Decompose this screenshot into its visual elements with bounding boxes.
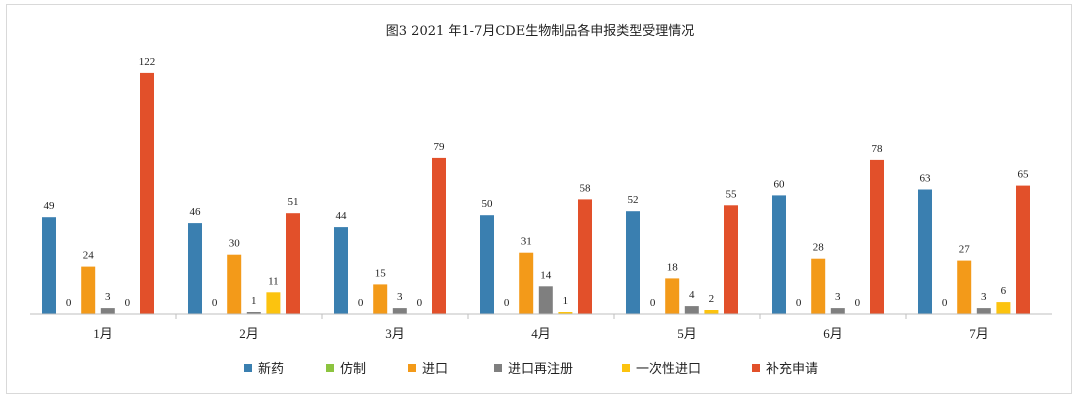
bar bbox=[704, 310, 719, 314]
legend-label: 仿制 bbox=[340, 362, 366, 377]
data-label: 0 bbox=[212, 297, 218, 309]
bar bbox=[266, 292, 281, 314]
bar bbox=[373, 284, 388, 314]
data-label: 3 bbox=[105, 291, 111, 303]
data-label: 0 bbox=[66, 297, 72, 309]
data-label: 2 bbox=[709, 293, 715, 305]
data-label: 30 bbox=[229, 238, 241, 250]
data-label: 3 bbox=[835, 291, 841, 303]
bar bbox=[724, 205, 738, 314]
bar bbox=[538, 286, 553, 314]
data-label: 15 bbox=[375, 267, 387, 279]
data-label: 122 bbox=[139, 56, 156, 68]
x-tick-label: 7月 bbox=[969, 326, 989, 341]
x-axis-ticks: 1月 2月 3月 4月 5月 6月 7月 bbox=[93, 314, 989, 341]
legend-label: 补充申请 bbox=[766, 361, 818, 377]
bar bbox=[665, 278, 680, 314]
bar bbox=[772, 195, 786, 314]
x-tick-label: 2月 bbox=[239, 326, 259, 341]
bar bbox=[684, 306, 699, 314]
data-label: 58 bbox=[580, 182, 592, 194]
data-label: 63 bbox=[920, 173, 932, 185]
legend-label: 一次性进口 bbox=[636, 361, 701, 377]
bar bbox=[811, 258, 826, 314]
bar bbox=[286, 213, 300, 314]
bar bbox=[140, 72, 154, 315]
data-label: 1 bbox=[563, 295, 569, 307]
data-label: 0 bbox=[650, 297, 656, 309]
bar bbox=[480, 215, 494, 314]
data-label: 31 bbox=[521, 236, 532, 248]
legend-swatch bbox=[752, 364, 760, 372]
data-label: 78 bbox=[872, 143, 884, 155]
legend-label: 进口再注册 bbox=[508, 362, 573, 377]
data-label: 3 bbox=[981, 291, 987, 303]
x-tick-label: 5月 bbox=[677, 326, 697, 341]
data-label: 0 bbox=[358, 297, 364, 309]
chart-frame bbox=[6, 4, 1072, 394]
bar bbox=[957, 260, 972, 314]
bar bbox=[830, 308, 845, 314]
data-label: 14 bbox=[540, 269, 552, 281]
x-tick-label: 4月 bbox=[531, 326, 551, 341]
bar bbox=[246, 312, 261, 314]
data-label: 4 bbox=[689, 289, 695, 301]
data-label: 6 bbox=[1001, 285, 1007, 297]
chart-title: 图3 2021 年1-7月CDE生物制品各申报类型受理情况 bbox=[386, 23, 694, 39]
bar bbox=[100, 308, 115, 314]
bar bbox=[519, 252, 534, 314]
bar bbox=[432, 157, 446, 314]
legend-swatch bbox=[494, 364, 502, 372]
bar bbox=[392, 308, 407, 314]
data-label: 46 bbox=[190, 206, 202, 218]
data-label: 0 bbox=[855, 297, 861, 309]
bar bbox=[918, 189, 932, 314]
data-label: 0 bbox=[417, 297, 423, 309]
data-label: 28 bbox=[813, 242, 825, 254]
data-label: 55 bbox=[726, 188, 738, 200]
legend: 新药 仿制 进口 进口再注册 一次性进口 补充申请 bbox=[244, 361, 818, 377]
data-label: 52 bbox=[628, 194, 639, 206]
bar bbox=[870, 159, 884, 314]
bar bbox=[578, 199, 592, 314]
legend-swatch bbox=[326, 364, 334, 372]
data-label: 49 bbox=[44, 200, 56, 212]
data-label: 50 bbox=[482, 198, 494, 210]
data-label: 1 bbox=[251, 295, 257, 307]
data-label: 18 bbox=[667, 261, 679, 273]
data-label: 44 bbox=[336, 210, 348, 222]
data-label: 0 bbox=[942, 297, 948, 309]
bar bbox=[42, 217, 56, 314]
bar bbox=[558, 312, 573, 314]
data-label: 3 bbox=[397, 291, 403, 303]
data-label: 11 bbox=[268, 275, 279, 287]
legend-swatch bbox=[408, 364, 416, 372]
bar bbox=[334, 227, 348, 314]
x-tick-label: 6月 bbox=[823, 326, 843, 341]
bar bbox=[188, 223, 202, 314]
legend-label: 进口 bbox=[422, 362, 448, 377]
legend-swatch bbox=[244, 364, 252, 372]
data-label: 0 bbox=[796, 297, 802, 309]
data-label: 27 bbox=[959, 244, 971, 256]
data-label: 60 bbox=[774, 178, 786, 190]
bar bbox=[976, 308, 991, 314]
x-tick-label: 1月 bbox=[93, 326, 113, 341]
data-label: 51 bbox=[288, 196, 299, 208]
legend-label: 新药 bbox=[258, 361, 284, 377]
data-label: 79 bbox=[434, 141, 446, 153]
bar bbox=[996, 302, 1011, 314]
legend-swatch bbox=[622, 364, 630, 372]
bar bbox=[227, 254, 242, 314]
bar bbox=[1016, 185, 1030, 314]
data-label: 24 bbox=[83, 250, 95, 262]
x-tick-label: 3月 bbox=[385, 326, 405, 341]
bar bbox=[81, 266, 96, 314]
data-label: 0 bbox=[504, 297, 510, 309]
bar bbox=[626, 211, 640, 314]
data-label: 0 bbox=[125, 297, 131, 309]
data-label: 65 bbox=[1018, 169, 1030, 181]
